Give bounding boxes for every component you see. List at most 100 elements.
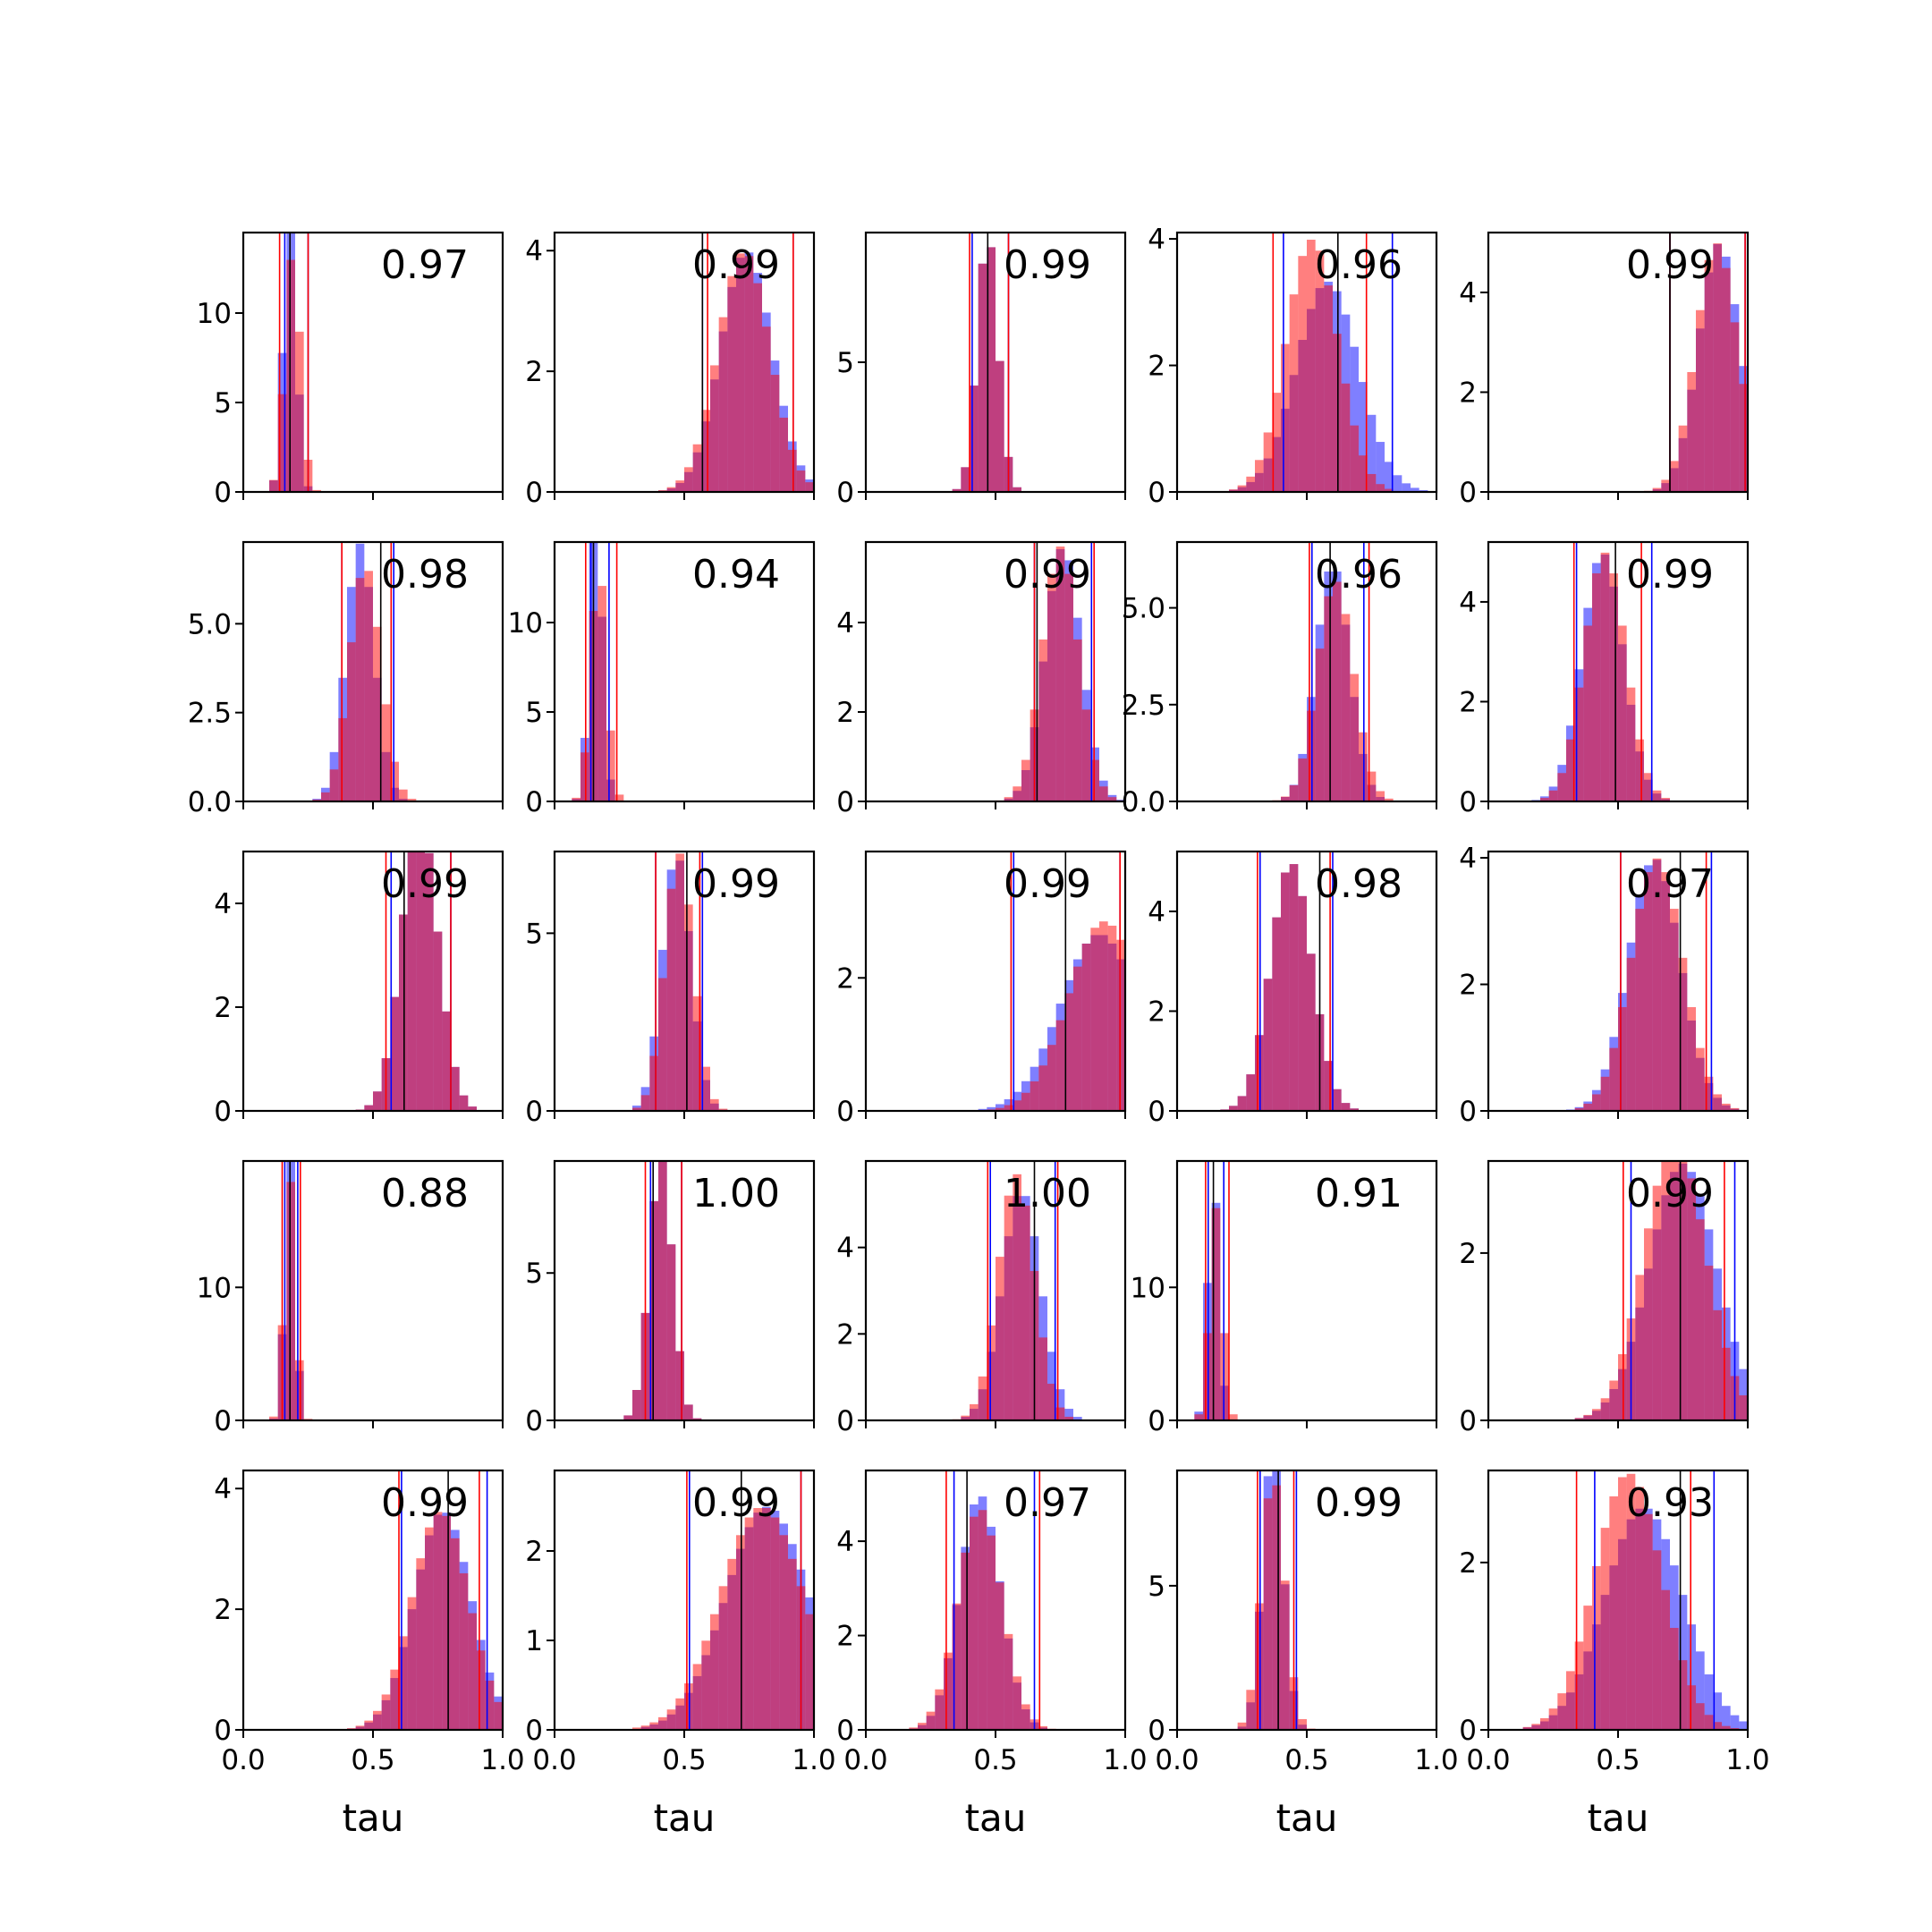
red-hist-bar (1626, 687, 1636, 801)
red-hist-bar (606, 730, 615, 801)
red-hist-bar (1064, 573, 1073, 801)
red-hist-bar (762, 326, 771, 492)
red-hist-bar (1090, 928, 1099, 1111)
red-hist-bar (1333, 334, 1342, 492)
red-hist-bar (744, 1517, 754, 1730)
red-hist-bar (1583, 625, 1592, 801)
red-hist-bar (1229, 1106, 1238, 1111)
blue-hist-bar (1064, 1409, 1073, 1420)
red-hist-bar (1687, 1178, 1696, 1420)
red-hist-bar (753, 1508, 762, 1730)
red-hist-bar (373, 1091, 382, 1111)
red-hist-bar (1696, 1219, 1705, 1420)
red-hist-bar (1324, 1061, 1333, 1111)
y-tick-label: 0 (1148, 477, 1165, 509)
y-tick-label: 2 (214, 1594, 232, 1626)
red-hist-bar (364, 571, 373, 801)
red-hist-bar (1696, 1703, 1705, 1730)
y-tick-label: 2 (836, 962, 854, 995)
red-hist-bar (1030, 1081, 1039, 1111)
red-hist-bar (1652, 1185, 1662, 1420)
red-hist-bar (701, 410, 710, 492)
red-hist-bar (1099, 786, 1108, 801)
red-hist-bar (1678, 957, 1688, 1111)
panel-score-label: 0.99 (692, 861, 780, 907)
panel-score-label: 0.99 (1315, 1480, 1402, 1526)
red-hist-bar (978, 1510, 987, 1730)
y-tick-label: 2 (1459, 1238, 1477, 1270)
red-hist-bar (1730, 322, 1740, 492)
red-hist-bar (1635, 1487, 1644, 1730)
red-hist-bar (1574, 1107, 1584, 1111)
red-hist-bar (338, 717, 347, 801)
y-tick-label: 2 (1459, 686, 1477, 718)
red-hist-bar (1004, 797, 1013, 801)
red-hist-bar (1021, 1205, 1030, 1420)
red-hist-bar (1021, 1704, 1030, 1730)
panel-score-label: 0.96 (1315, 552, 1402, 597)
red-hist-bar (597, 586, 606, 801)
y-tick-label: 10 (1131, 1272, 1165, 1304)
red-hist-bar (710, 365, 719, 492)
red-hist-bar (978, 263, 987, 492)
red-hist-bar (1687, 1685, 1696, 1730)
red-hist-bar (1255, 1035, 1264, 1111)
red-hist-bar (727, 275, 736, 492)
panel-score-label: 0.99 (1626, 242, 1714, 288)
x-axis-label: tau (965, 1796, 1027, 1840)
red-hist-bar (1038, 1725, 1047, 1730)
red-hist-bar (1341, 614, 1351, 801)
red-hist-bar (1635, 739, 1644, 801)
y-tick-label: 0 (836, 1715, 854, 1747)
x-tick-label: 1.0 (792, 1744, 835, 1776)
red-hist-bar (1203, 1333, 1212, 1420)
panel-5-4: 0 5 0.0 0.5 1.0 0.99 tau (1148, 1469, 1459, 1840)
red-hist-bar (1722, 1725, 1731, 1730)
panel-3-5: 0 2 4 0.97 (1459, 843, 1750, 1128)
red-hist-bar (390, 1669, 399, 1730)
red-hist-bar (1644, 1513, 1653, 1730)
blue-hist-bar (1722, 1706, 1731, 1730)
red-hist-bar (1661, 1161, 1670, 1420)
y-tick-label: 0.0 (188, 786, 232, 818)
red-hist-bar (788, 449, 797, 492)
red-hist-bar (632, 1727, 641, 1730)
red-hist-bar (1739, 384, 1748, 492)
red-hist-bar (1678, 1161, 1688, 1420)
blue-hist-bar (1073, 1417, 1082, 1420)
red-hist-bar (952, 488, 962, 492)
red-hist-bar (1341, 1103, 1351, 1111)
blue-hist-bar (1367, 414, 1377, 492)
y-tick-label: 5 (1148, 1571, 1165, 1603)
red-hist-bar (944, 1652, 953, 1730)
red-hist-bar (978, 1376, 987, 1420)
panel-5-3: 0 2 4 0.0 0.5 1.0 0.97 tau (836, 1469, 1148, 1840)
y-tick-label: 0 (1148, 1405, 1165, 1437)
red-hist-bar (1626, 1473, 1636, 1730)
red-hist-bar (1367, 473, 1377, 492)
red-hist-bar (364, 1105, 373, 1111)
x-tick-label: 0.0 (1155, 1744, 1199, 1776)
red-hist-bar (1644, 773, 1653, 801)
red-hist-bar (1600, 1528, 1610, 1730)
blue-hist-bar (987, 1106, 996, 1111)
red-hist-bar (1704, 1715, 1714, 1730)
red-hist-bar (1013, 1100, 1021, 1111)
red-hist-bar (347, 642, 356, 801)
red-hist-bar (355, 1725, 365, 1730)
red-hist-bar (1047, 1045, 1056, 1111)
red-hist-bar (1038, 639, 1047, 801)
red-hist-bar (1004, 1105, 1013, 1111)
red-hist-bar (1081, 709, 1091, 801)
red-hist-bar (658, 1162, 667, 1420)
red-hist-bar (1359, 732, 1368, 801)
red-hist-bar (1670, 909, 1679, 1111)
panel-score-label: 0.99 (1626, 552, 1714, 597)
red-hist-bar (996, 1257, 1004, 1420)
y-tick-label: 2 (836, 697, 854, 729)
red-hist-bar (1574, 1418, 1584, 1420)
y-tick-label: 0 (214, 1405, 232, 1437)
red-hist-bar (1531, 1724, 1540, 1730)
panel-2-5: 0 2 4 0.99 (1459, 540, 1750, 818)
panel-score-label: 0.94 (692, 552, 780, 597)
